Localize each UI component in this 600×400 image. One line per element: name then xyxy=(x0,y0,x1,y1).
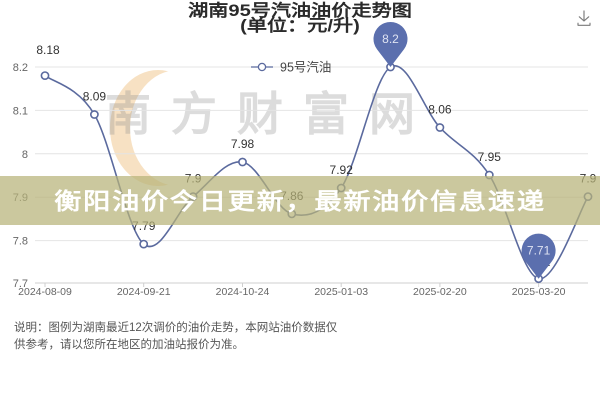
svg-text:8.09: 8.09 xyxy=(83,90,107,104)
svg-text:95号汽油: 95号汽油 xyxy=(280,60,331,75)
svg-text:7.92: 7.92 xyxy=(330,163,354,177)
svg-text:7.71: 7.71 xyxy=(527,244,551,258)
svg-text:2024-09-21: 2024-09-21 xyxy=(117,286,171,298)
svg-text:2024-08-09: 2024-08-09 xyxy=(18,286,72,298)
svg-text:8.1: 8.1 xyxy=(13,105,28,117)
svg-text:8.06: 8.06 xyxy=(428,103,452,117)
svg-text:8.2: 8.2 xyxy=(382,32,399,46)
svg-text:8.2: 8.2 xyxy=(13,62,28,74)
svg-text:7.98: 7.98 xyxy=(231,137,255,151)
svg-text:2025-02-20: 2025-02-20 xyxy=(413,286,467,298)
svg-text:2024-10-24: 2024-10-24 xyxy=(216,286,270,298)
svg-text:7.8: 7.8 xyxy=(13,236,28,248)
svg-text:8: 8 xyxy=(22,149,28,161)
svg-text:2025-03-20: 2025-03-20 xyxy=(512,286,566,298)
svg-text:8.18: 8.18 xyxy=(36,43,60,57)
svg-text:2025-01-03: 2025-01-03 xyxy=(314,286,368,298)
svg-text:7.95: 7.95 xyxy=(478,150,502,164)
